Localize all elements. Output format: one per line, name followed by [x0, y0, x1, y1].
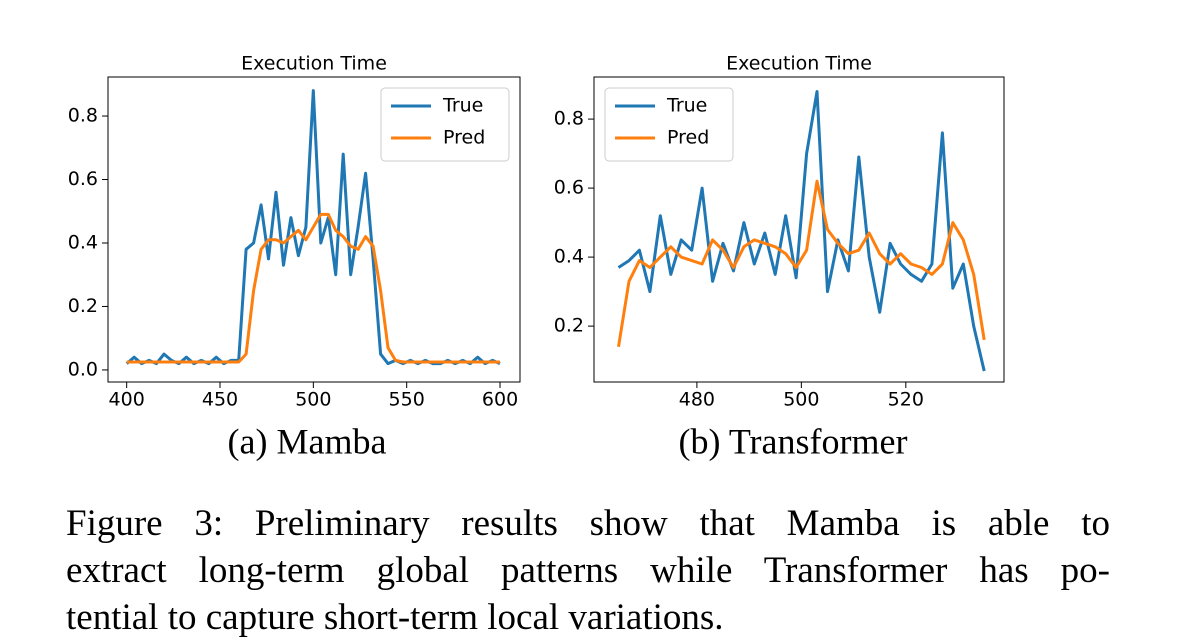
y-tick-label: 0.8 — [554, 108, 584, 130]
x-tick-label: 450 — [202, 389, 238, 411]
subcaption: (b) Transformer — [679, 421, 908, 461]
y-tick-label: 0.4 — [68, 231, 98, 253]
x-tick-label: 500 — [783, 389, 819, 411]
figure: (a) Mamba (b) Transformer Execution Time… — [68, 53, 1005, 461]
x-tick-label: 400 — [109, 389, 145, 411]
series-line — [617, 90, 986, 372]
x-tick-label: 480 — [679, 389, 715, 411]
y-tick-label: 0.6 — [554, 177, 584, 199]
series-line — [126, 212, 500, 364]
x-tick-label: 520 — [888, 389, 924, 411]
y-tick-label: 0.2 — [68, 295, 98, 317]
series-line — [617, 179, 986, 348]
x-tick-label: 600 — [482, 389, 518, 411]
legend-label: Pred — [443, 127, 485, 149]
plot-frame — [593, 76, 1005, 383]
figure-caption: Figure 3: Preliminary results show that … — [66, 500, 1110, 641]
y-tick-label: 0.0 — [68, 358, 98, 380]
y-tick-label: 0.4 — [554, 246, 584, 268]
subcaption: (a) Mamba — [228, 421, 387, 461]
legend-label: True — [442, 95, 483, 117]
x-tick-label: 550 — [389, 389, 425, 411]
caption-line: tential to capture short-term local vari… — [66, 597, 724, 638]
y-tick-label: 0.2 — [554, 315, 584, 337]
plot-frame — [107, 76, 521, 383]
legend-label: True — [666, 95, 707, 117]
caption-line: extract long-term global patterns while … — [66, 550, 1110, 591]
y-tick-label: 0.8 — [68, 105, 98, 127]
caption-line: Figure 3: Preliminary results show that … — [66, 503, 1110, 544]
chart-title: Execution Time — [726, 53, 872, 75]
x-tick-label: 500 — [295, 389, 331, 411]
chart-title: Execution Time — [241, 53, 387, 75]
y-tick-label: 0.6 — [68, 168, 98, 190]
legend-label: Pred — [667, 127, 709, 149]
series-line — [125, 89, 501, 366]
